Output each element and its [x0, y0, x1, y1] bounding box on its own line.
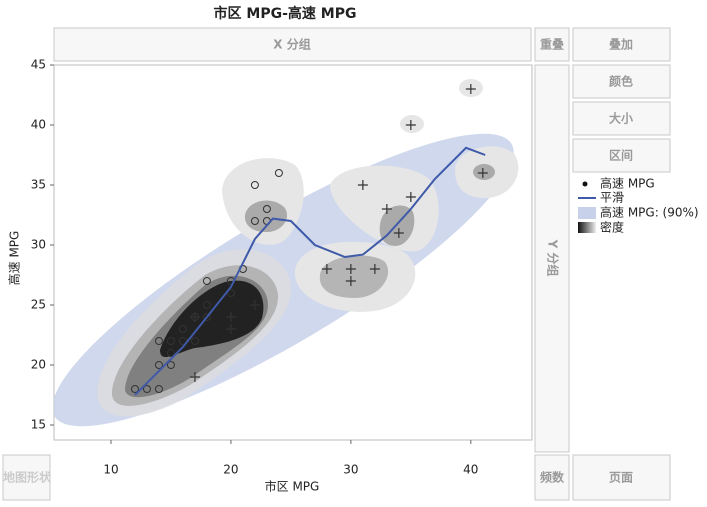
y-tick-label: 35 — [31, 178, 46, 192]
point-circle — [154, 361, 163, 369]
y-tick-label: 40 — [31, 118, 46, 132]
y-group-label: Y 分组 — [546, 239, 561, 277]
point-circle — [142, 385, 151, 393]
freq-label: 频数 — [540, 470, 565, 485]
button[interactable] — [572, 27, 671, 62]
point-circle — [154, 385, 163, 393]
legend-label: 平滑 — [600, 191, 624, 205]
y-group-zone[interactable] — [534, 64, 570, 453]
plot-layers — [54, 79, 519, 427]
point-plus — [249, 300, 260, 310]
button-label: 区间 — [609, 148, 633, 163]
y-tick-label: 25 — [31, 298, 46, 312]
y-tick-label: 45 — [31, 58, 46, 72]
point-plus — [321, 264, 332, 274]
y-axis-label: 高速 MPG — [7, 231, 22, 286]
point-plus — [369, 264, 380, 274]
x-tick-label: 20 — [223, 463, 238, 477]
button-label: 颜色 — [609, 74, 633, 89]
point-circle — [166, 337, 175, 345]
button[interactable] — [572, 138, 671, 173]
legend-dot — [582, 181, 588, 187]
legend: 高速 MPG 平滑 高速 MPG: (90%) 密度 — [578, 176, 699, 235]
legend-label: 高速 MPG — [600, 176, 655, 191]
point-plus — [225, 312, 236, 322]
overlap-zone[interactable] — [534, 27, 570, 62]
point-plus — [189, 312, 200, 322]
button[interactable] — [572, 64, 671, 99]
x-tick-label: 10 — [103, 463, 118, 477]
chart-title: 市区 MPG-高速 MPG — [214, 5, 357, 22]
legend-density — [578, 222, 596, 233]
point-circle — [202, 301, 211, 309]
y-tick-label: 15 — [31, 418, 46, 432]
point-circle — [226, 289, 235, 297]
point-circle — [166, 361, 175, 369]
button[interactable] — [572, 101, 671, 136]
point-plus — [381, 204, 392, 214]
point-circle — [250, 181, 259, 189]
point-plus — [393, 228, 404, 238]
y-tick-label: 20 — [31, 358, 46, 372]
smooth-line — [134, 146, 486, 396]
y-tick-label: 30 — [31, 238, 46, 252]
legend-label: 高速 MPG: (90%) — [600, 205, 699, 220]
button-label: 叠加 — [609, 37, 633, 52]
x-axis-label: 市区 MPG — [265, 479, 320, 494]
point-circle — [190, 337, 199, 345]
marks — [130, 84, 488, 396]
point-circle — [274, 169, 283, 177]
point-plus — [465, 84, 476, 94]
map-shape-zone[interactable] — [2, 454, 51, 501]
point-circle — [262, 205, 271, 213]
overlap-label: 重叠 — [540, 37, 564, 52]
point-plus — [477, 168, 488, 178]
point-circle — [202, 277, 211, 285]
point-plus — [345, 276, 356, 286]
point-circle — [178, 325, 187, 333]
point-plus — [405, 192, 416, 202]
map-shape-label: 地图形状 — [3, 470, 52, 485]
legend-label: 密度 — [600, 220, 624, 235]
point-circle — [178, 337, 187, 345]
point-circle — [166, 349, 175, 357]
x-group-label: X 分组 — [273, 37, 310, 52]
point-plus — [357, 180, 368, 190]
x-group-zone[interactable] — [53, 27, 532, 62]
point-circle — [250, 217, 259, 225]
page-label: 页面 — [609, 471, 633, 485]
point-circle — [202, 313, 211, 321]
legend-ellipse — [578, 207, 596, 219]
point-plus — [225, 324, 236, 334]
point-plus — [189, 372, 200, 382]
point-plus — [345, 264, 356, 274]
point-circle — [130, 385, 139, 393]
freq-zone[interactable] — [534, 454, 570, 501]
x-tick-label: 40 — [463, 463, 478, 477]
point-plus — [405, 120, 416, 130]
button-label: 大小 — [609, 111, 633, 126]
page-zone[interactable] — [572, 454, 671, 501]
x-tick-label: 30 — [343, 463, 358, 477]
point-circle — [154, 337, 163, 345]
